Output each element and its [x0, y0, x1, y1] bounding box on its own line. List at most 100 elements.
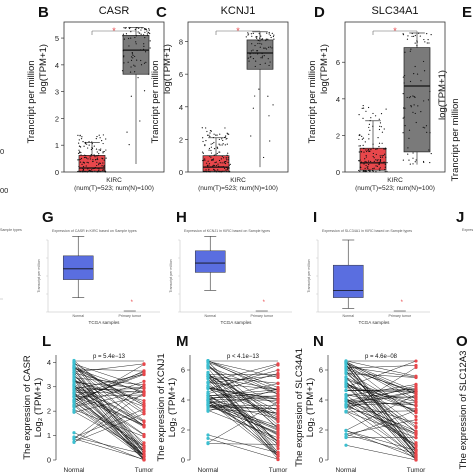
tumor-point: [142, 451, 146, 456]
pair-line: [73, 385, 145, 435]
data-point: [105, 170, 107, 172]
data-point: [219, 144, 221, 146]
data-point: [78, 142, 80, 144]
data-point: [208, 164, 210, 166]
pair-line: [345, 405, 417, 436]
data-point: [78, 159, 80, 161]
data-point: [267, 46, 270, 48]
data-point: [250, 33, 252, 35]
data-point: [379, 122, 382, 124]
data-point: [268, 31, 270, 34]
data-point: [103, 164, 105, 167]
pair-line: [345, 406, 417, 457]
pair-line: [207, 363, 279, 383]
panel-M-paired-plot: 0 2 4 6 The expression of KCNJ1 Log₂ (TPM+1) N…: [156, 353, 288, 474]
data-point: [142, 34, 145, 36]
pair-line: [73, 401, 145, 447]
normal-point: [72, 440, 76, 445]
data-point: [372, 143, 374, 145]
x-category-label: Normal: [198, 467, 220, 474]
data-point: [254, 65, 256, 68]
data-point: [425, 125, 428, 127]
data-point: [86, 161, 88, 164]
normal-box: [332, 264, 364, 298]
data-point: [144, 51, 147, 53]
x-category-label: Primary tumor: [118, 314, 141, 318]
x-axis-label: TCGA samples: [359, 320, 391, 325]
data-point: [88, 144, 90, 146]
data-point: [416, 40, 418, 42]
panel-label-D: D: [314, 4, 325, 21]
data-point: [255, 36, 257, 38]
pair-line: [345, 373, 417, 427]
data-point: [205, 139, 207, 142]
data-point: [252, 57, 255, 60]
pair-line: [345, 390, 417, 393]
tumor-point: [142, 412, 146, 416]
tumor-point: [414, 455, 418, 459]
data-point: [414, 65, 416, 68]
data-point: [94, 167, 96, 169]
data-point: [136, 27, 138, 29]
data-point: [134, 55, 136, 58]
pair-line: [73, 388, 145, 391]
data-point: [368, 126, 370, 129]
pair-line: [345, 382, 417, 428]
pair-line: [207, 438, 279, 460]
data-point: [269, 46, 271, 48]
data-point: [358, 138, 360, 141]
data-point: [215, 153, 217, 156]
outlier-star: *: [263, 300, 266, 306]
data-point: [137, 31, 139, 33]
data-point: [149, 40, 151, 42]
data-point: [257, 39, 260, 42]
data-point: [78, 152, 81, 154]
tumor-point: [414, 457, 418, 461]
y-axis-label: log(TPM+1): [319, 44, 330, 94]
pair-line: [73, 373, 145, 401]
tumor-point: [414, 363, 418, 368]
pair-line: [73, 396, 145, 457]
normal-point: [206, 380, 210, 384]
data-point: [224, 127, 226, 129]
normal-point: [344, 397, 348, 401]
pair-line: [345, 370, 417, 456]
data-point: [365, 154, 367, 157]
data-point: [383, 148, 385, 150]
data-point: [429, 161, 431, 164]
data-point: [375, 148, 377, 151]
y-axis-label: Transcript per million: [169, 259, 173, 292]
data-point: [254, 95, 256, 97]
y-tick-label: 0: [179, 168, 183, 177]
data-point: [367, 106, 370, 109]
data-point: [430, 34, 432, 36]
y-axis-label-2: Log₂ (TPM+1): [167, 378, 178, 437]
data-point: [135, 35, 137, 37]
data-point: [101, 157, 103, 159]
data-point: [407, 153, 409, 155]
data-point: [365, 156, 367, 158]
pair-line: [345, 384, 417, 453]
pair-line: [73, 411, 145, 452]
data-point: [358, 169, 360, 172]
data-point: [210, 166, 212, 168]
outlier-star: *: [401, 300, 404, 306]
pair-line: [73, 394, 145, 457]
data-point: [379, 159, 382, 161]
data-point: [201, 151, 204, 153]
data-point: [207, 160, 209, 162]
data-point: [386, 170, 388, 172]
data-point: [248, 60, 250, 62]
data-point: [84, 170, 86, 173]
data-point: [259, 42, 261, 45]
data-point: [254, 44, 256, 47]
pair-line: [73, 370, 145, 403]
data-point: [412, 163, 414, 165]
data-point: [77, 152, 80, 154]
data-point: [80, 151, 82, 154]
y-tick-label: 2: [319, 426, 323, 435]
pair-line: [345, 362, 417, 417]
pair-line: [73, 366, 145, 427]
data-point: [404, 74, 406, 77]
panel-label-H: H: [176, 209, 187, 226]
